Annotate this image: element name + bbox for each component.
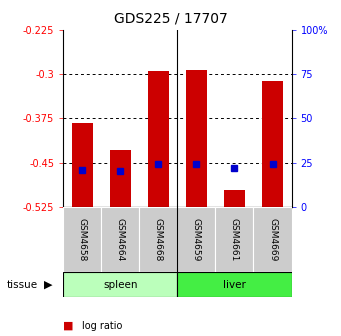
Bar <box>216 207 253 272</box>
Bar <box>63 207 101 272</box>
Text: GSM4661: GSM4661 <box>230 218 239 261</box>
Bar <box>139 207 177 272</box>
Bar <box>177 207 216 272</box>
Text: GSM4664: GSM4664 <box>116 218 125 261</box>
Bar <box>63 272 177 297</box>
Text: GDS225 / 17707: GDS225 / 17707 <box>114 12 227 26</box>
Text: liver: liver <box>223 280 246 290</box>
Text: ■: ■ <box>63 321 74 331</box>
Bar <box>177 272 292 297</box>
Text: GSM4668: GSM4668 <box>154 218 163 261</box>
Text: tissue: tissue <box>7 280 38 290</box>
Text: GSM4669: GSM4669 <box>268 218 277 261</box>
Bar <box>224 190 245 207</box>
Text: GSM4659: GSM4659 <box>192 218 201 261</box>
Bar <box>110 150 131 207</box>
Text: spleen: spleen <box>103 280 137 290</box>
Text: GSM4658: GSM4658 <box>78 218 87 261</box>
Bar <box>72 123 93 207</box>
Bar <box>186 70 207 207</box>
Text: log ratio: log ratio <box>82 321 122 331</box>
Bar <box>101 207 139 272</box>
Bar <box>253 207 292 272</box>
Bar <box>262 81 283 207</box>
Text: ▶: ▶ <box>44 280 53 290</box>
Bar <box>148 72 169 207</box>
